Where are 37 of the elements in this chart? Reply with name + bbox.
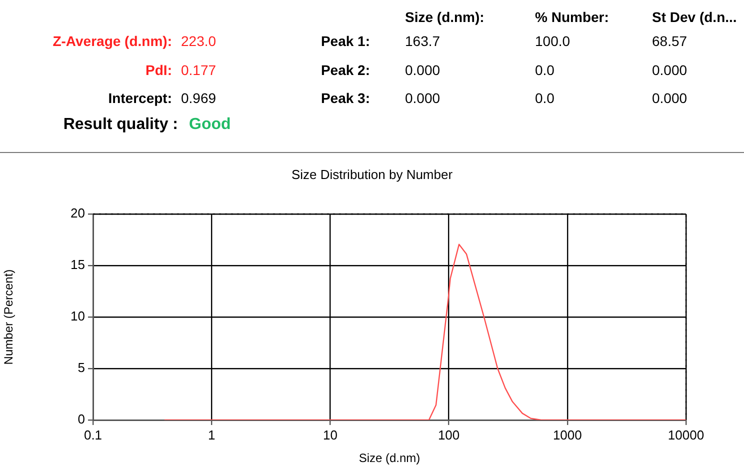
x-axis-title: Size (d.nm) <box>358 451 420 466</box>
x-tick-label: 1000 <box>552 427 582 442</box>
y-tick-label: 5 <box>78 360 85 376</box>
text: 0.000 <box>405 62 440 78</box>
x-tick-label: 100 <box>438 427 460 442</box>
y-axis-title: Number (Percent) <box>2 269 16 365</box>
y-tick-label: 20 <box>70 206 85 221</box>
text: 0.000 <box>652 62 688 78</box>
text: 0.177 <box>181 62 216 78</box>
text: % Number: <box>535 9 609 25</box>
text: 0.000 <box>652 90 688 106</box>
chart-title: Size Distribution by Number <box>290 167 454 182</box>
text: 100.0 <box>535 33 570 49</box>
y-tick-label: 15 <box>70 257 85 272</box>
y-tick-label: 10 <box>70 308 85 324</box>
text: 0.0 <box>535 62 554 78</box>
x-tick-label: 0.1 <box>84 427 102 442</box>
text: 68.57 <box>652 33 688 49</box>
text: Intercept: <box>108 90 172 106</box>
x-tick-label: 1 <box>208 427 216 442</box>
text: 163.7 <box>405 33 440 49</box>
text: 0.969 <box>181 90 216 106</box>
text: Result quality : <box>63 116 178 133</box>
text: Good <box>189 116 231 133</box>
text: Peak 1: <box>320 33 370 49</box>
text: Peak 2: <box>320 62 370 78</box>
text: PdI: <box>146 62 172 78</box>
text: Peak 3: <box>320 90 370 106</box>
text: Size (d.nm): <box>405 9 484 25</box>
text: 0.000 <box>405 90 440 106</box>
text: St Dev (d.n... <box>652 9 737 25</box>
x-tick-label: 10 <box>322 427 338 442</box>
y-tick-label: 0 <box>78 412 85 427</box>
text: 223.0 <box>181 33 216 49</box>
x-tick-label: 10000 <box>668 427 704 442</box>
text: Z-Average (d.nm): <box>52 33 172 49</box>
text: 0.0 <box>535 90 554 106</box>
